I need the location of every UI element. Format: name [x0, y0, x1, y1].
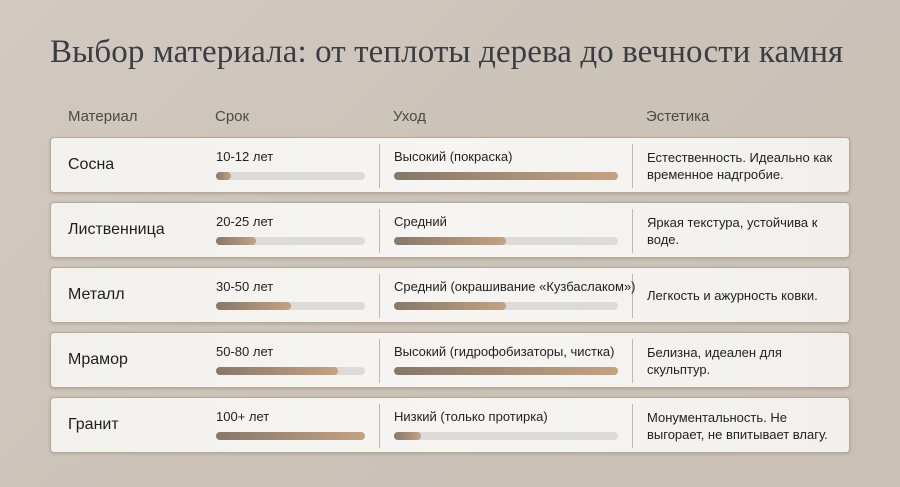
term-progress-bar — [216, 302, 365, 310]
term-text: 10-12 лет — [216, 149, 274, 164]
aesthetics-text: Яркая текстура, устойчива к воде. — [647, 215, 818, 247]
column-divider — [632, 209, 633, 253]
care-progress-bar — [394, 172, 618, 180]
aesthetics-text: Естественность. Идеально как временное н… — [647, 150, 833, 182]
table-row: Лиственница 20-25 лет Средний Яркая текс… — [50, 202, 850, 258]
term-text: 100+ лет — [216, 409, 270, 424]
table-row: Гранит 100+ лет Низкий (только протирка)… — [50, 397, 850, 453]
term-progress-bar — [216, 172, 365, 180]
table-row: Сосна 10-12 лет Высокий (покраска) Естес… — [50, 137, 850, 193]
care-text: Высокий (покраска) — [394, 149, 513, 164]
term-progress-fill — [216, 302, 291, 310]
table-row: Мрамор 50-80 лет Высокий (гидрофобизатор… — [50, 332, 850, 388]
care-progress-fill — [394, 237, 506, 245]
term-progress-bar — [216, 367, 365, 375]
column-divider — [632, 144, 633, 188]
column-divider — [632, 339, 633, 383]
material-name: Лиственница — [68, 221, 165, 238]
care-progress-fill — [394, 432, 421, 440]
header-material: Материал — [68, 108, 138, 125]
care-progress-bar — [394, 302, 618, 310]
care-progress-bar — [394, 237, 618, 245]
term-progress-fill — [216, 432, 365, 440]
care-progress-fill — [394, 302, 506, 310]
material-name: Мрамор — [68, 351, 128, 368]
column-divider — [379, 209, 380, 253]
term-text: 20-25 лет — [216, 214, 274, 229]
term-progress-fill — [216, 172, 231, 180]
term-text: 50-80 лет — [216, 344, 274, 359]
material-name: Металл — [68, 286, 125, 303]
aesthetics-text: Монументальность. Не выгорает, не впитыв… — [647, 410, 828, 442]
term-progress-fill — [216, 237, 257, 245]
term-progress-bar — [216, 432, 365, 440]
term-progress-bar — [216, 237, 365, 245]
table-row: Металл 30-50 лет Средний (окрашивание «К… — [50, 267, 850, 323]
material-name: Гранит — [68, 416, 119, 433]
care-text: Низкий (только протирка) — [394, 409, 548, 424]
column-divider — [632, 274, 633, 318]
term-text: 30-50 лет — [216, 279, 274, 294]
column-divider — [379, 274, 380, 318]
care-text: Высокий (гидрофобизаторы, чистка) — [394, 344, 615, 359]
care-text: Средний (окрашивание «Кузбаслаком») — [394, 279, 636, 294]
column-divider — [379, 404, 380, 448]
header-care: Уход — [393, 108, 426, 125]
care-progress-fill — [394, 367, 618, 375]
column-divider — [379, 339, 380, 383]
care-text: Средний — [394, 214, 447, 229]
aesthetics-text: Белизна, идеален для скульптур. — [647, 345, 782, 377]
column-divider — [632, 404, 633, 448]
aesthetics-text: Легкость и ажурность ковки. — [647, 288, 818, 303]
header-aesthetics: Эстетика — [646, 108, 710, 125]
care-progress-bar — [394, 432, 618, 440]
care-progress-fill — [394, 172, 618, 180]
header-term: Срок — [215, 108, 250, 125]
column-divider — [379, 144, 380, 188]
care-progress-bar — [394, 367, 618, 375]
term-progress-fill — [216, 367, 339, 375]
material-name: Сосна — [68, 156, 115, 173]
page-title: Выбор материала: от теплоты дерева до ве… — [50, 34, 844, 70]
